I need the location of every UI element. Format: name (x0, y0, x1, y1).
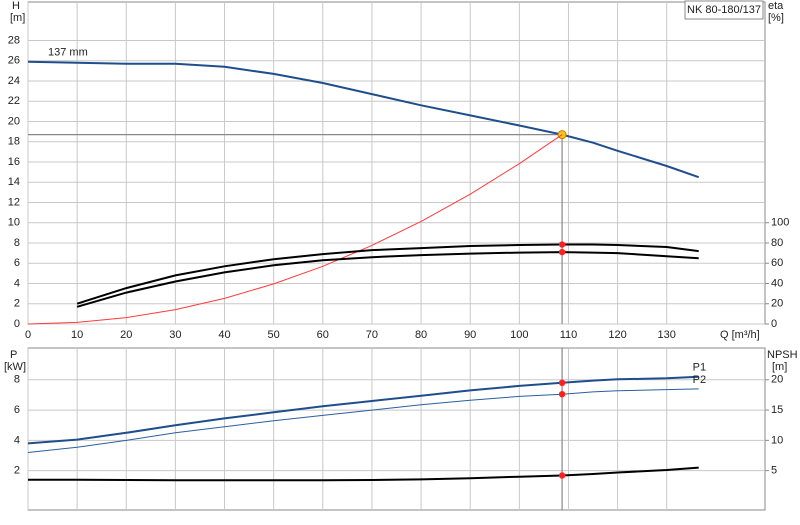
y2-tick-label: 10 (771, 434, 783, 446)
y-tick-label: 14 (8, 176, 20, 188)
series-line (28, 466, 699, 482)
y2-tick-label: 40 (771, 277, 783, 289)
y-tick-label: 6 (14, 404, 20, 416)
y-unit: [m] (10, 12, 25, 24)
chart-title: NK 80-180/137 (687, 4, 761, 16)
x-tick-label: 80 (415, 329, 427, 341)
bottom-frame (27, 347, 766, 511)
y-tick-label: 4 (14, 434, 20, 446)
y-tick-label: 12 (8, 196, 20, 208)
x-tick-label: 0 (25, 329, 31, 341)
x-tick-label: 60 (317, 329, 329, 341)
series-line (27, 60, 700, 179)
operating-point (558, 472, 566, 479)
y-tick-label: 10 (8, 217, 20, 229)
y2-unit: [%] (768, 12, 784, 24)
x-tick-label: 70 (366, 329, 378, 341)
y-tick-label: 6 (14, 257, 20, 269)
operating-point (558, 379, 566, 387)
y2-tick-label: 80 (771, 237, 783, 249)
y2-tick-label: 5 (771, 465, 777, 477)
operating-point (558, 390, 566, 398)
y2-unit: [m] (772, 361, 787, 373)
y-tick-label: 26 (8, 55, 20, 67)
y2-tick-label: 0 (771, 318, 777, 330)
y-tick-label: 8 (14, 237, 20, 249)
x-tick-label: 30 (169, 329, 181, 341)
x-tick-label: 100 (510, 329, 528, 341)
series-line (76, 243, 699, 305)
series-label: P1 (693, 362, 706, 374)
x-tick-label: 10 (71, 329, 83, 341)
x-tick-label: 20 (120, 329, 132, 341)
operating-point (558, 241, 566, 248)
x-tick-label: 50 (268, 329, 280, 341)
x-label: Q [m³/h] (720, 329, 760, 341)
series-line (27, 388, 699, 453)
y-label: P (10, 349, 17, 361)
y2-label: eta (768, 0, 784, 12)
y2-tick-label: 60 (771, 257, 783, 269)
series-label: 137 mm (48, 47, 88, 59)
y-tick-label: 24 (8, 75, 20, 87)
y-label: H (12, 0, 20, 12)
y-tick-label: 28 (8, 34, 20, 46)
y2-tick-label: 100 (771, 217, 789, 229)
y-tick-label: 8 (14, 374, 20, 386)
y2-tick-label: 20 (771, 298, 783, 310)
y-tick-label: 2 (14, 298, 20, 310)
y-tick-label: 0 (14, 318, 20, 330)
y2-tick-label: 15 (771, 404, 783, 416)
operating-point (558, 248, 566, 256)
x-tick-label: 40 (218, 329, 230, 341)
y-tick-label: 22 (8, 95, 20, 107)
y-tick-label: 18 (8, 136, 20, 148)
y-tick-label: 16 (8, 156, 20, 168)
x-tick-label: 90 (464, 329, 476, 341)
y-tick-label: 20 (8, 115, 20, 127)
series-line (27, 375, 699, 445)
x-tick-label: 130 (658, 329, 676, 341)
y-tick-label: 4 (14, 277, 20, 289)
x-tick-label: 110 (560, 329, 578, 341)
y-unit: [kW] (4, 361, 26, 373)
y-tick-label: 2 (14, 465, 20, 477)
x-tick-label: 120 (608, 329, 626, 341)
title-box (684, 0, 764, 20)
series-label: P2 (693, 374, 706, 386)
series-line (76, 251, 699, 308)
y2-label: NPSH (767, 349, 798, 361)
y2-tick-label: 20 (771, 374, 783, 386)
series-line (27, 134, 563, 325)
